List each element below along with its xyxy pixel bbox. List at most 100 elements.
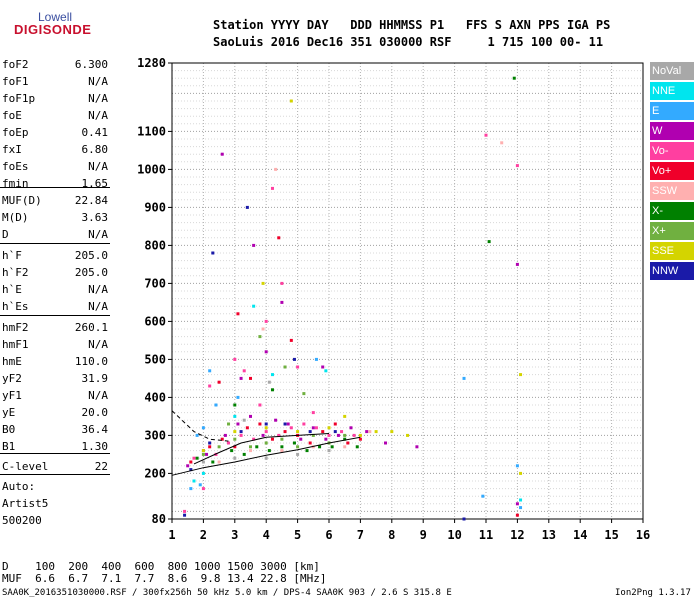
echo-point bbox=[189, 468, 193, 472]
echo-point bbox=[249, 445, 252, 449]
echo-point bbox=[349, 426, 353, 430]
echo-point bbox=[258, 335, 262, 339]
lower-trace bbox=[171, 436, 361, 476]
echo-point bbox=[368, 430, 372, 434]
param-row: M(D) 3.63 bbox=[2, 211, 108, 227]
echo-point bbox=[201, 426, 205, 430]
echo-point bbox=[343, 433, 347, 437]
y-tick-label: 700 bbox=[144, 276, 166, 290]
echo-point bbox=[249, 414, 252, 418]
echo-point bbox=[208, 384, 212, 388]
echo-point bbox=[201, 460, 205, 464]
header-labels: Station YYYY DAY DDD HHMMSS P1 FFS S AXN… bbox=[213, 18, 611, 32]
echo-point bbox=[415, 445, 419, 449]
echo-point bbox=[274, 418, 278, 422]
echo-point bbox=[500, 141, 504, 145]
echo-point bbox=[236, 395, 240, 399]
echo-point bbox=[327, 426, 331, 430]
echo-point bbox=[519, 471, 523, 475]
echo-point bbox=[195, 456, 199, 460]
y-tick-label: 1280 bbox=[137, 56, 166, 70]
param-value: N/A bbox=[88, 283, 108, 296]
param-name: D bbox=[2, 228, 9, 241]
echo-point bbox=[236, 422, 240, 426]
echo-point bbox=[239, 433, 243, 437]
y-tick-label: 500 bbox=[144, 352, 166, 366]
echo-point bbox=[242, 369, 246, 373]
echo-point bbox=[264, 422, 268, 426]
echo-point bbox=[233, 414, 237, 418]
echo-point bbox=[519, 498, 523, 502]
echo-point bbox=[308, 441, 312, 445]
echo-point bbox=[481, 494, 485, 498]
echo-point bbox=[327, 449, 331, 453]
echo-point bbox=[296, 430, 300, 434]
param-value: 110.0 bbox=[74, 355, 108, 368]
param-name: h`Es bbox=[2, 300, 29, 313]
echo-point bbox=[201, 449, 205, 453]
echo-point bbox=[192, 479, 196, 483]
param-row: foF1 N/A bbox=[2, 75, 108, 91]
echo-point bbox=[233, 357, 237, 361]
echo-point bbox=[308, 430, 312, 434]
x-tick-label: 12 bbox=[510, 528, 524, 542]
echo-point bbox=[352, 433, 356, 437]
echo-point bbox=[236, 312, 240, 316]
echo-point bbox=[242, 418, 246, 422]
x-tick-label: 11 bbox=[479, 528, 493, 542]
param-name: yE bbox=[2, 406, 16, 419]
param-name: hmF1 bbox=[2, 338, 29, 351]
echo-point bbox=[292, 441, 296, 445]
echo-point bbox=[239, 430, 243, 434]
param-name: foF1 bbox=[2, 75, 29, 88]
param-value: N/A bbox=[88, 160, 108, 173]
echo-point bbox=[186, 464, 190, 468]
y-tick-label: 200 bbox=[144, 466, 166, 480]
distance-row: D 100 200 400 600 800 1000 1500 3000 [km… bbox=[2, 560, 320, 573]
echo-point bbox=[270, 186, 274, 190]
echo-point bbox=[264, 430, 268, 434]
echo-point bbox=[258, 422, 262, 426]
legend-item: SSW bbox=[650, 182, 694, 200]
echo-point bbox=[255, 445, 259, 449]
echo-point bbox=[286, 422, 290, 426]
param-name: yF2 bbox=[2, 372, 22, 385]
logo-lowell: Lowell bbox=[38, 10, 73, 24]
echo-point bbox=[208, 441, 212, 445]
echo-point bbox=[208, 369, 212, 373]
echo-point bbox=[201, 452, 205, 456]
echo-point bbox=[311, 411, 315, 415]
y-tick-label: 900 bbox=[144, 200, 166, 214]
echo-point bbox=[189, 487, 193, 491]
param-name: MUF(D) bbox=[2, 194, 42, 207]
param-row: hmE 110.0 bbox=[2, 355, 108, 371]
footer-version: Ion2Png 1.3.17 bbox=[615, 588, 691, 598]
param-name: foE bbox=[2, 109, 22, 122]
echo-point bbox=[245, 205, 249, 209]
x-tick-label: 6 bbox=[325, 528, 332, 542]
echo-point bbox=[195, 433, 199, 437]
echo-point bbox=[462, 517, 466, 521]
legend-item: NNE bbox=[650, 82, 694, 100]
echo-point bbox=[487, 240, 491, 244]
echo-point bbox=[289, 338, 293, 342]
echo-point bbox=[324, 437, 328, 441]
param-value: 3.63 bbox=[81, 211, 109, 224]
x-tick-label: 5 bbox=[294, 528, 301, 542]
echo-point bbox=[249, 449, 252, 453]
param-row: h`E N/A bbox=[2, 283, 108, 299]
echo-point bbox=[201, 487, 205, 491]
legend-item: X+ bbox=[650, 222, 694, 240]
param-row: yF2 31.9 bbox=[2, 372, 108, 388]
param-row: MUF(D) 22.84 bbox=[2, 194, 108, 210]
param-row: B1 1.30 bbox=[2, 440, 108, 456]
echo-point bbox=[242, 452, 246, 456]
echo-point bbox=[384, 441, 388, 445]
echo-point bbox=[217, 445, 221, 449]
x-tick-label: 9 bbox=[420, 528, 427, 542]
echo-point bbox=[390, 430, 394, 434]
echo-point bbox=[343, 437, 347, 441]
param-value: 6.300 bbox=[74, 58, 108, 71]
param-value: N/A bbox=[88, 338, 108, 351]
separator bbox=[0, 315, 110, 316]
